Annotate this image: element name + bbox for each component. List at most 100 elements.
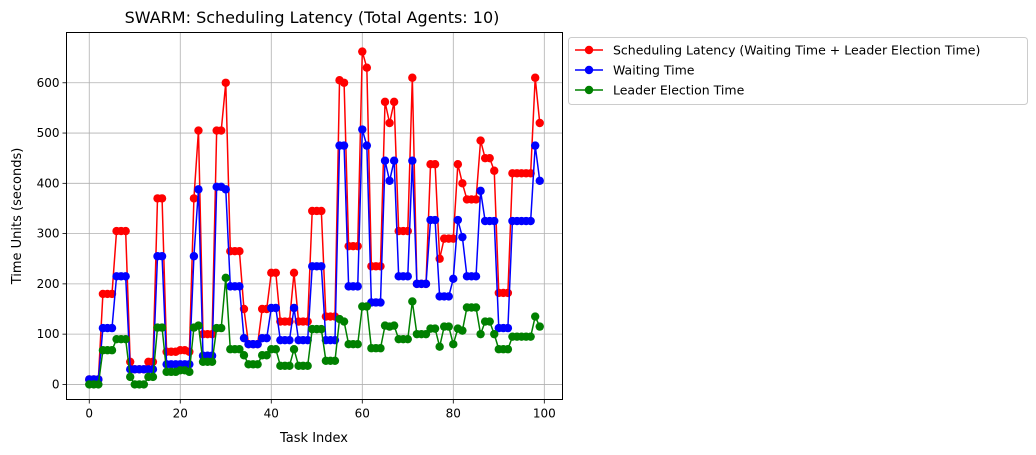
series-2	[85, 125, 544, 384]
data-point	[490, 329, 499, 339]
data-point	[289, 268, 299, 278]
x-axis-ticks: 0 20 40 60 80 100	[85, 399, 556, 421]
y-axis-label: Time Units (seconds)	[10, 148, 25, 286]
data-point	[476, 329, 485, 339]
x-tick-label: 0	[85, 407, 93, 421]
data-point	[358, 125, 367, 134]
data-point	[421, 279, 431, 289]
y-tick-label: 0	[52, 377, 60, 391]
data-point	[339, 141, 349, 150]
data-point	[285, 335, 294, 345]
data-point	[535, 176, 544, 186]
data-point	[471, 303, 481, 312]
data-point	[271, 268, 281, 278]
data-point	[430, 324, 440, 333]
x-axis-label: Task Index	[279, 431, 348, 446]
data-point	[148, 372, 158, 382]
data-point	[207, 357, 217, 366]
x-tick-label: 40	[264, 407, 279, 421]
data-point	[503, 345, 513, 354]
y-tick-label: 600	[37, 76, 60, 90]
legend: Scheduling Latency (Waiting Time + Leade…	[568, 37, 1028, 105]
data-point	[408, 73, 417, 82]
data-point	[235, 282, 244, 291]
data-point	[421, 329, 431, 339]
data-point	[476, 136, 485, 145]
data-point	[458, 232, 467, 242]
legend-marker	[584, 85, 594, 95]
data-point	[376, 344, 385, 353]
data-point	[339, 317, 349, 326]
data-point	[271, 345, 281, 354]
data-point	[490, 216, 499, 226]
data-point	[126, 372, 135, 382]
data-point	[408, 156, 417, 165]
legend-label: Scheduling Latency (Waiting Time + Leade…	[613, 43, 980, 58]
y-tick-label: 400	[37, 176, 60, 190]
data-point	[194, 126, 203, 135]
data-point	[380, 97, 390, 107]
data-point	[530, 141, 540, 150]
data-point	[385, 176, 394, 186]
data-point	[317, 324, 326, 334]
series-3	[85, 273, 544, 389]
data-point	[362, 302, 372, 311]
data-point	[262, 333, 271, 343]
data-point	[485, 317, 494, 326]
data-point	[385, 118, 394, 128]
data-point	[185, 360, 194, 369]
data-point	[389, 321, 399, 330]
data-point	[221, 273, 230, 283]
data-point	[239, 333, 249, 343]
data-point	[444, 292, 453, 301]
data-point	[362, 141, 372, 150]
data-point	[217, 323, 226, 333]
data-point	[194, 321, 203, 330]
data-point	[289, 345, 299, 354]
data-point	[453, 160, 463, 169]
data-point	[403, 334, 412, 344]
data-point	[435, 342, 444, 351]
data-point	[157, 194, 167, 203]
data-point	[157, 323, 167, 332]
data-point	[353, 339, 362, 349]
data-point	[253, 360, 262, 369]
data-point	[389, 97, 399, 107]
data-point	[353, 241, 362, 251]
data-point	[503, 323, 513, 333]
data-point	[121, 272, 130, 281]
chart-title: SWARM: Scheduling Latency (Total Agents:…	[125, 8, 500, 27]
data-point	[330, 356, 340, 365]
data-point	[358, 47, 367, 56]
data-point	[194, 185, 203, 194]
data-point	[526, 332, 535, 341]
data-point	[476, 186, 485, 196]
data-point	[94, 380, 103, 389]
data-point	[430, 215, 440, 225]
y-tick-label: 200	[37, 277, 60, 291]
data-point	[121, 334, 130, 344]
y-axis-ticks: 0 100 200 300 400 500 600	[37, 76, 67, 391]
data-point	[239, 351, 249, 360]
data-point	[376, 262, 385, 271]
data-point	[189, 252, 199, 261]
data-point	[535, 118, 544, 128]
data-point	[353, 282, 362, 291]
legend-box	[568, 37, 1028, 105]
data-point	[185, 367, 194, 377]
data-point	[121, 226, 130, 236]
data-point	[530, 73, 540, 82]
data-point	[458, 179, 467, 188]
x-tick-label: 80	[446, 407, 461, 421]
data-point	[221, 185, 230, 194]
data-point	[139, 380, 149, 389]
legend-label: Leader Election Time	[613, 83, 745, 98]
x-tick-label: 100	[533, 407, 556, 421]
data-point	[458, 326, 467, 335]
data-point	[403, 272, 412, 281]
data-point	[444, 322, 453, 331]
data-point	[430, 160, 440, 169]
data-point	[207, 351, 217, 360]
x-tick-label: 20	[173, 407, 188, 421]
series-layer	[85, 47, 544, 389]
